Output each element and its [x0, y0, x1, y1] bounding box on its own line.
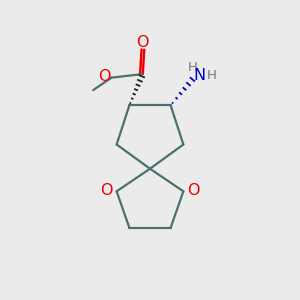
Text: O: O: [100, 183, 113, 198]
Text: O: O: [136, 35, 148, 50]
Text: N: N: [194, 68, 206, 83]
Text: O: O: [98, 69, 111, 84]
Text: H: H: [188, 61, 197, 74]
Text: O: O: [187, 183, 200, 198]
Text: H: H: [207, 69, 217, 82]
